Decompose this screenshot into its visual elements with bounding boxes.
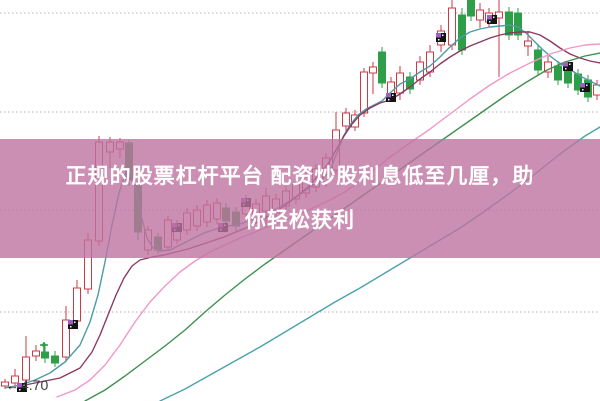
ad-overlay-band: 正规的股票杠杆平台 配资炒股利息低至几厘，助 你轻松获利 bbox=[0, 139, 600, 258]
ad-headline-line1: 正规的股票杠杆平台 配资炒股利息低至几厘，助 bbox=[65, 164, 535, 188]
min-price-value: 4.70 bbox=[21, 377, 49, 393]
ad-headline-line2: 你轻松获利 bbox=[245, 208, 355, 232]
left-arrow-icon: ← bbox=[6, 377, 19, 393]
min-price-label-group: ← 4.70 bbox=[6, 377, 48, 393]
